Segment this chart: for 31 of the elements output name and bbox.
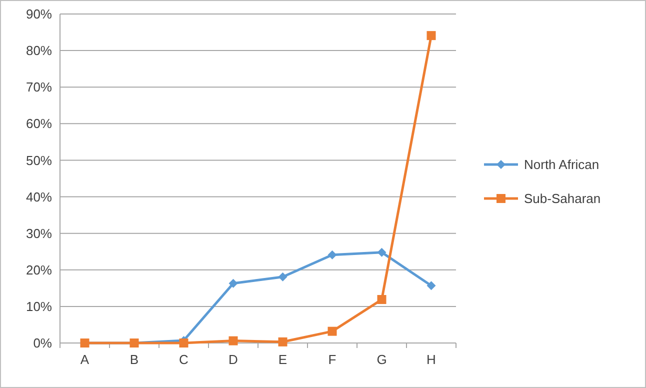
legend-label: Sub-Saharan: [524, 191, 601, 206]
x-tick-label: H: [426, 352, 436, 367]
point: [228, 278, 238, 288]
y-tick-label: 50%: [26, 152, 52, 168]
x-tick-label: C: [179, 352, 188, 367]
y-tick-label: 70%: [26, 80, 52, 95]
point: [328, 250, 337, 260]
y-tick-label: 80%: [26, 43, 52, 58]
y-tick-label: 0%: [33, 336, 52, 351]
y-tick-label: 40%: [26, 189, 52, 204]
x-tick-label: G: [376, 352, 387, 367]
x-tick-label: A: [80, 352, 90, 367]
point: [278, 272, 288, 282]
point: [228, 336, 238, 346]
point: [426, 31, 436, 40]
point: [179, 338, 188, 348]
x-tick-label: B: [130, 352, 139, 367]
point: [377, 248, 386, 257]
point: [278, 337, 288, 346]
y-tick-label: 20%: [26, 262, 52, 278]
point: [426, 281, 436, 290]
x-tick-label: E: [278, 352, 288, 367]
point: [377, 295, 386, 304]
y-tick-label: 60%: [26, 116, 52, 132]
y-tick-label: 90%: [26, 6, 52, 22]
y-tick-label: 30%: [26, 226, 52, 241]
legend-label: North African: [524, 157, 600, 172]
point: [328, 326, 337, 336]
x-tick-label: F: [328, 352, 336, 367]
y-tick-label: 10%: [26, 298, 52, 314]
x-tick-label: D: [228, 352, 238, 367]
